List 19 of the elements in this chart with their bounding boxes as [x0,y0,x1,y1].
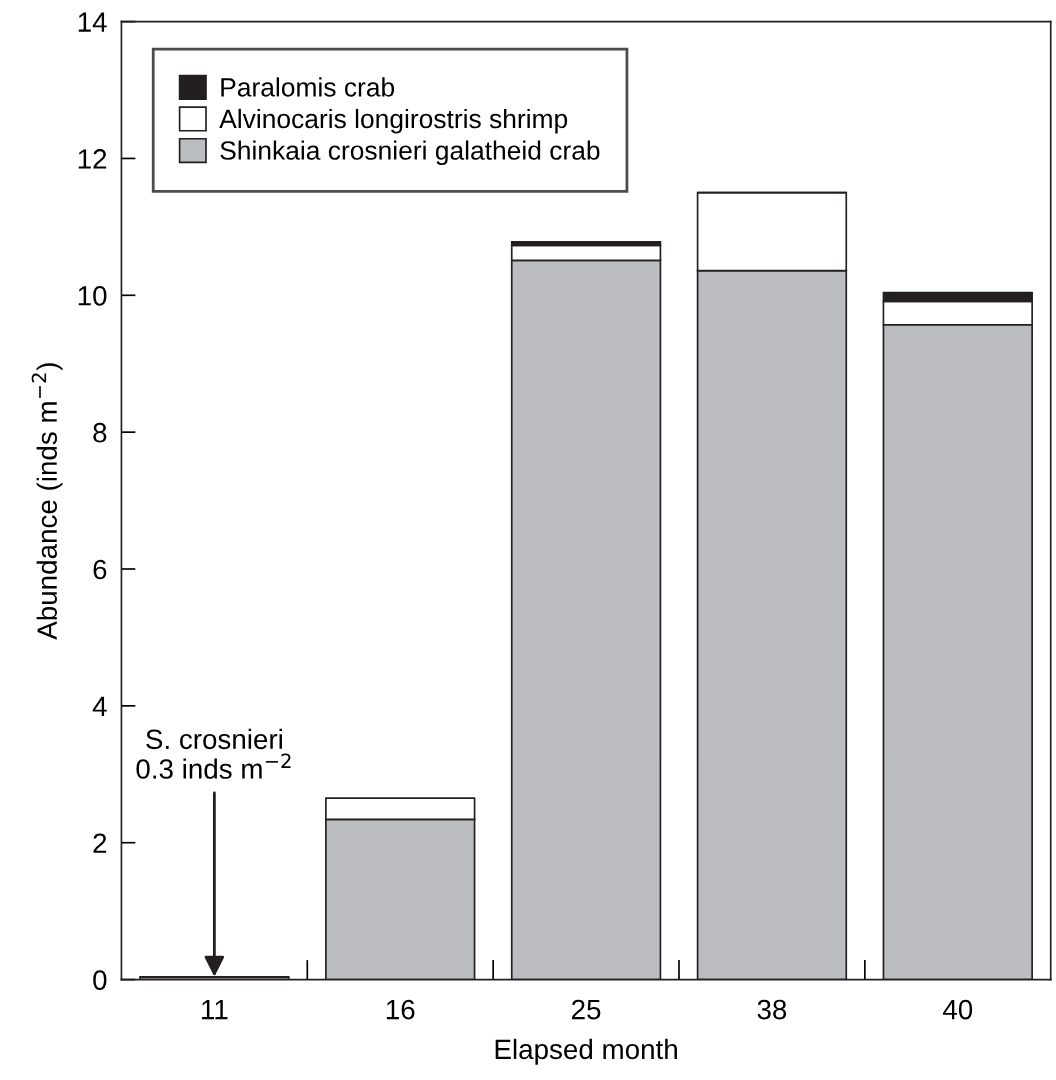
x-tick-label: 16 [386,999,415,1020]
y-tick-label: 6 [93,559,107,580]
x-tick-label: 38 [757,999,787,1020]
x-tick-label: 11 [202,1000,228,1020]
annotation: S. crosnieri 0.3 inds m$^{−2}$ [136,728,291,779]
legend-label: Paralomis crab [221,77,395,97]
y-tick-label: 10 [78,285,107,306]
y-tick-label: 14 [78,12,107,32]
x-tick-label: 25 [572,999,601,1020]
y-tick-label: 0 [93,970,107,990]
x-tick-label: 40 [942,999,973,1020]
y-axis-title: Abundance (inds m$^{−2}$) [31,363,63,640]
y-tick-label: 8 [93,422,107,443]
legend-label: Shinkaia crosnieri galatheid crab [220,140,600,166]
y-tick-label: 2 [93,833,107,853]
y-tick-label: 4 [92,696,107,716]
x-axis-title: Elapsed month [495,1038,677,1065]
y-tick-label: 12 [78,149,107,169]
legend-label: Alvinocaris longirostris shrimp [219,108,568,134]
